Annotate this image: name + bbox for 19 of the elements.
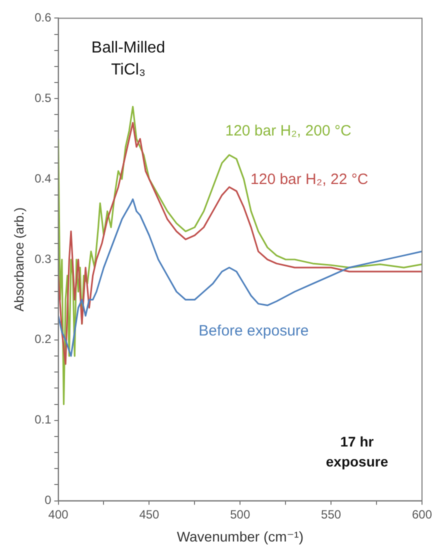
y-tick-label: 0.4 [34, 171, 52, 186]
y-tick-label: 0.6 [34, 10, 52, 25]
y-axis-title: Absorbance (arb.) [11, 207, 26, 312]
y-tick-label: 0.3 [34, 252, 52, 266]
x-axis-title: Wavenumber (cm⁻¹) [176, 528, 304, 544]
series-label: 120 bar H₂, 22 °C [250, 170, 368, 188]
x-tick-label: 500 [230, 507, 250, 522]
annotation: 17 hr exposure [326, 434, 388, 470]
y-tick-label: 0.2 [34, 332, 52, 346]
annotation: Ball-Milled TiCl₃ [91, 40, 166, 79]
y-tick-label: 0 [44, 493, 52, 508]
y-tick-label: 0.1 [34, 412, 52, 427]
x-tick-label: 450 [139, 507, 160, 522]
x-tick-label: 400 [48, 507, 69, 522]
series-label: 120 bar H₂, 200 °C [225, 122, 352, 140]
x-tick-label: 550 [321, 507, 342, 522]
x-tick-label: 600 [412, 507, 432, 522]
y-tick-label: 0.5 [34, 90, 52, 105]
series-label: Before exposure [198, 322, 309, 340]
